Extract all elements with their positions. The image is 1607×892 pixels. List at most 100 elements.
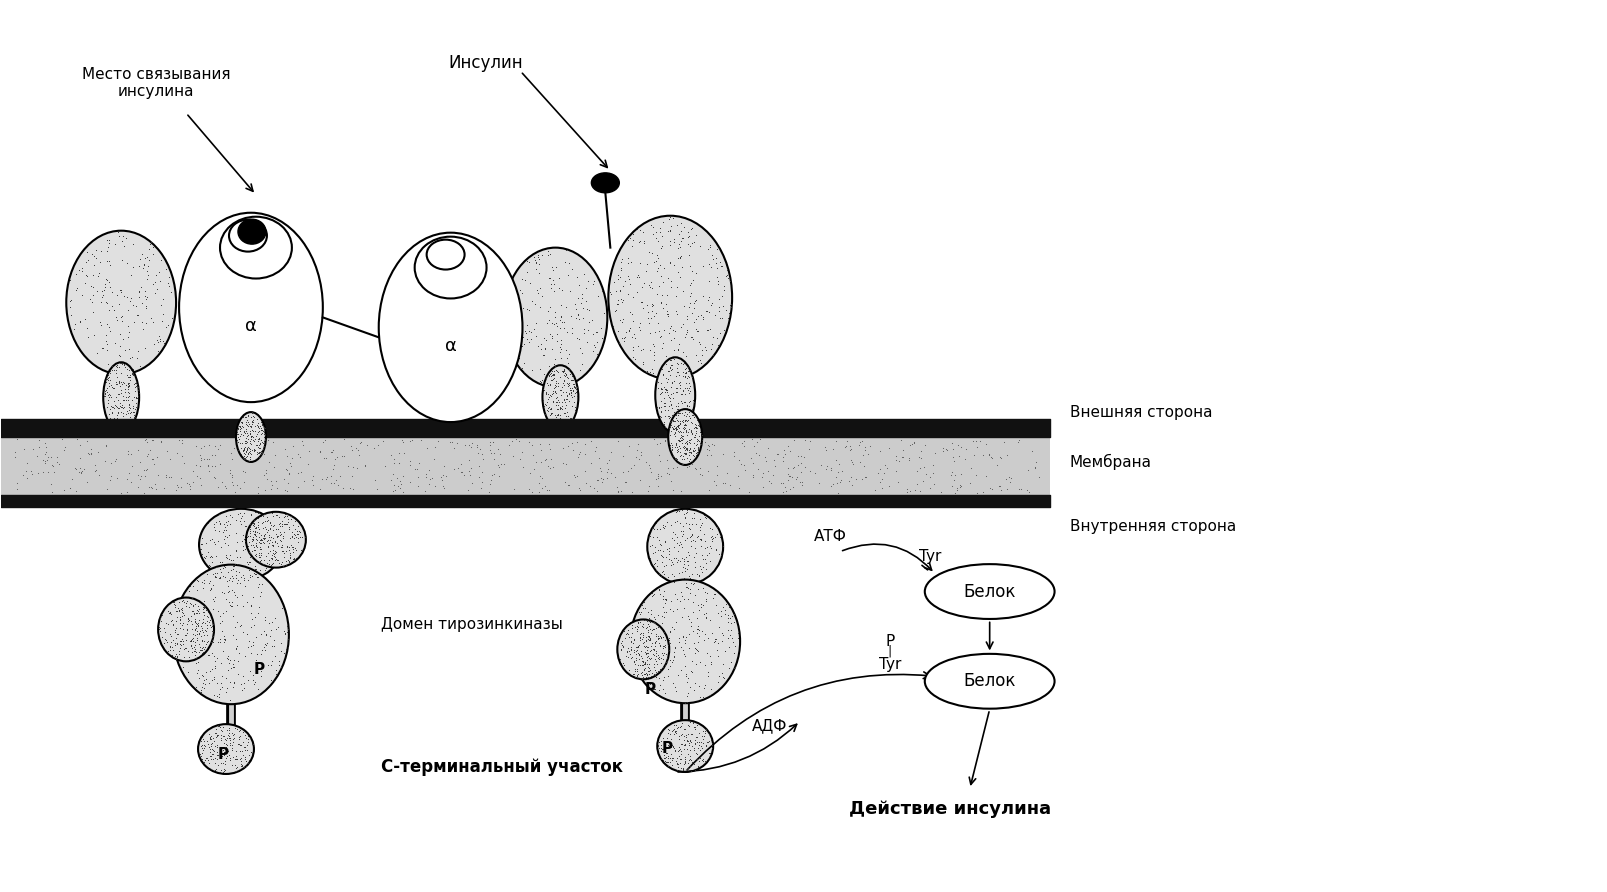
Point: [669, 719, 694, 733]
Point: [746, 432, 771, 446]
Point: [241, 513, 267, 527]
Point: [673, 434, 699, 448]
Point: [660, 331, 686, 345]
Point: [540, 277, 566, 291]
Point: [636, 615, 662, 629]
Point: [243, 549, 268, 563]
Point: [672, 417, 697, 432]
Point: [190, 640, 215, 655]
Point: [379, 484, 405, 499]
Point: [736, 485, 762, 500]
Point: [96, 254, 122, 268]
Point: [660, 343, 686, 357]
Point: [247, 418, 273, 433]
Point: [628, 619, 654, 633]
Point: [186, 624, 212, 639]
Point: [215, 573, 241, 587]
Point: [231, 434, 257, 448]
Point: [615, 623, 641, 637]
Point: [191, 755, 217, 769]
Point: [636, 277, 662, 292]
Point: [646, 324, 672, 338]
Point: [705, 668, 731, 682]
Point: [624, 442, 649, 457]
Point: [270, 516, 296, 531]
Point: [389, 468, 415, 483]
Point: [247, 426, 273, 441]
Point: [646, 401, 672, 416]
Point: [251, 434, 276, 449]
Point: [548, 298, 574, 312]
Point: [204, 746, 230, 760]
Point: [109, 376, 135, 391]
Point: [252, 520, 278, 534]
Point: [633, 365, 659, 379]
Point: [657, 359, 683, 373]
Point: [251, 533, 276, 547]
Point: [487, 446, 513, 460]
Point: [651, 584, 677, 599]
Point: [622, 351, 648, 366]
Point: [652, 592, 678, 607]
Point: [601, 304, 627, 318]
Point: [182, 643, 207, 657]
Point: [691, 658, 717, 673]
Point: [624, 619, 649, 633]
Point: [643, 643, 669, 657]
Point: [670, 524, 696, 539]
Point: [632, 661, 657, 675]
Point: [238, 430, 264, 444]
Point: [198, 732, 223, 747]
Point: [469, 465, 495, 479]
Point: [122, 384, 148, 398]
Point: [162, 648, 188, 663]
Point: [273, 483, 299, 498]
Point: [852, 469, 877, 483]
Point: [170, 607, 196, 622]
Point: [609, 633, 635, 648]
Point: [104, 358, 130, 372]
Point: [157, 451, 183, 466]
Point: [243, 547, 268, 561]
Point: [644, 657, 670, 672]
Point: [678, 619, 704, 633]
Point: [206, 690, 231, 705]
Point: [193, 536, 219, 550]
Point: [206, 524, 231, 539]
Point: [622, 657, 648, 672]
Point: [705, 301, 731, 315]
Point: [686, 435, 712, 450]
Point: [662, 516, 688, 530]
Point: [553, 300, 579, 314]
Point: [275, 515, 301, 529]
Point: [157, 635, 183, 649]
Point: [211, 524, 236, 538]
Point: [231, 649, 257, 664]
Point: [689, 348, 715, 362]
Point: [223, 568, 249, 582]
Point: [98, 456, 124, 470]
Point: [169, 436, 194, 450]
Point: [635, 665, 660, 679]
Point: [664, 399, 689, 413]
Point: [652, 370, 678, 384]
Point: [633, 621, 659, 635]
Point: [709, 540, 734, 554]
Point: [604, 480, 630, 494]
Point: [251, 424, 276, 438]
Point: [683, 412, 709, 426]
Point: [662, 451, 688, 466]
Point: [93, 375, 119, 389]
Point: [284, 527, 310, 541]
Point: [243, 652, 268, 666]
Point: [522, 261, 548, 276]
Point: [537, 460, 562, 475]
Point: [542, 411, 567, 425]
Point: [125, 467, 151, 482]
Point: [562, 380, 588, 394]
Point: [186, 671, 212, 685]
Point: [458, 440, 484, 454]
Point: [117, 419, 143, 434]
Point: [530, 349, 556, 363]
Point: [257, 544, 283, 558]
